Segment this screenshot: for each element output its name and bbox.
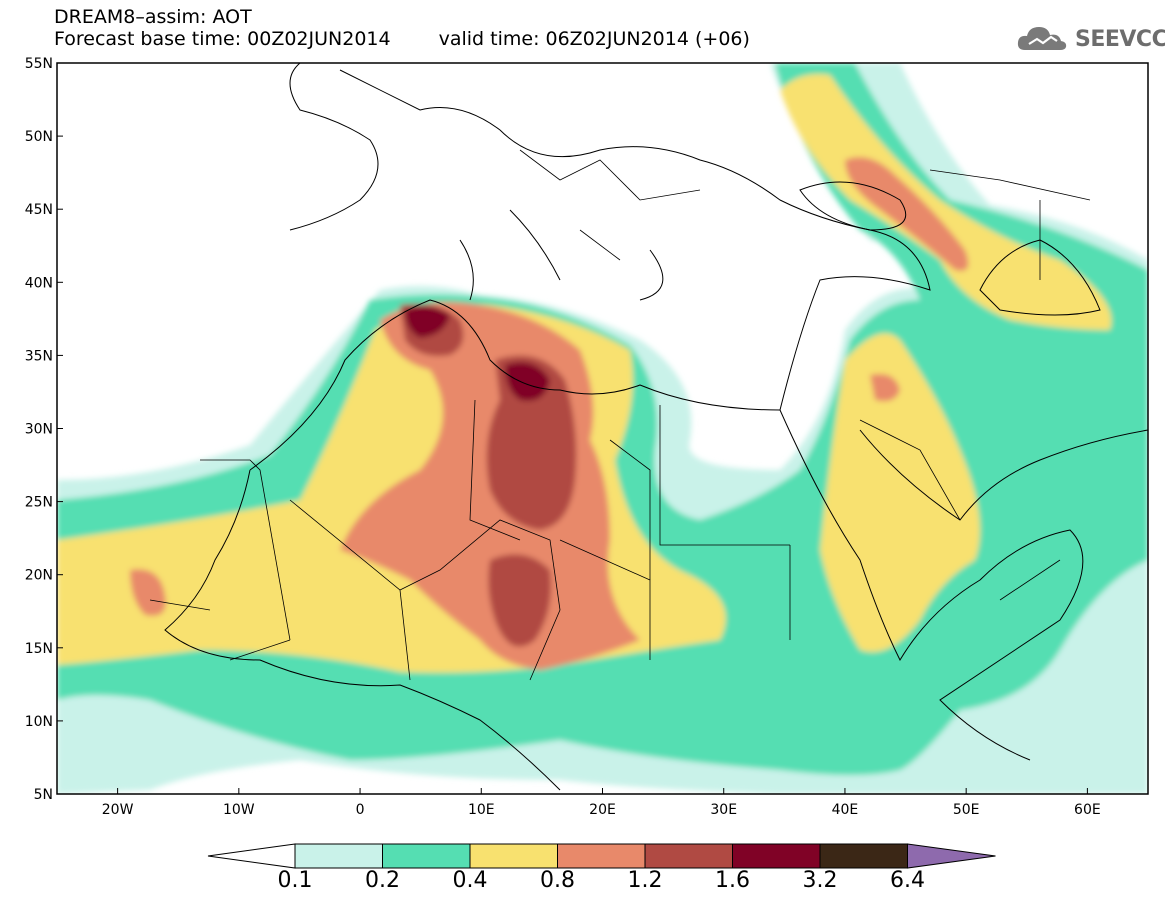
lon-tick-label: 60E	[1074, 802, 1101, 818]
colorbar-segment-low	[207, 843, 296, 869]
colorbar-label: 1.6	[715, 868, 750, 893]
colorbar-label: 1.2	[627, 868, 663, 893]
colorbar-segment	[732, 843, 821, 869]
lon-tick-label: 0	[356, 802, 365, 818]
lat-tick-label: 45N	[25, 202, 53, 218]
colorbar	[207, 843, 996, 869]
lon-tick-label: 10E	[468, 802, 495, 818]
colorbar-label: 3.2	[802, 868, 838, 893]
lon-tick-label: 20W	[102, 802, 134, 818]
lat-tick-label: 50N	[25, 129, 53, 145]
valid-time: valid time: 06Z02JUN2014 (+06)	[438, 28, 750, 50]
colorbar-segment	[557, 843, 646, 869]
colorbar-label: 0.2	[365, 868, 400, 893]
lat-tick-label: 55N	[25, 56, 53, 72]
lat-tick-label: 40N	[25, 275, 53, 291]
colorbar-segment	[644, 843, 733, 869]
map-title: DREAM8–assim: AOT	[54, 6, 252, 28]
colorbar-segment-high	[907, 843, 996, 869]
colorbar-segment	[294, 843, 383, 869]
colorbar-label: 0.1	[277, 868, 313, 893]
lon-tick-label: 20E	[589, 802, 616, 818]
colorbar-segment	[469, 843, 558, 869]
lon-tick-label: 30E	[710, 802, 737, 818]
aot-field	[57, 63, 1148, 794]
country-borders	[149, 149, 1091, 681]
lat-tick-label: 20N	[25, 568, 53, 584]
lon-tick-label: 50E	[953, 802, 980, 818]
base-time: Forecast base time: 00Z02JUN2014	[54, 28, 391, 50]
colorbar-label: 0.4	[452, 868, 488, 893]
forecast-times: Forecast base time: 00Z02JUN2014 valid ti…	[54, 28, 750, 50]
lat-tick-label: 30N	[25, 422, 53, 438]
logo-text: SEEVCCC	[1075, 27, 1165, 52]
colorbar-segment	[382, 843, 471, 869]
latitude-axis: 55N 50N 45N 40N 35N 30N 25N 20N 15N 10N 5N	[25, 56, 63, 803]
longitude-axis: 20W 10W 0 10E 20E 30E 40E 50E 60E	[102, 788, 1101, 818]
lat-tick-label: 5N	[34, 787, 53, 803]
colorbar-segment	[819, 843, 908, 869]
colorbar-label: 0.8	[540, 868, 575, 893]
colorbar-label: 6.4	[890, 868, 925, 893]
lat-tick-label: 15N	[25, 641, 53, 657]
coastlines	[164, 63, 1148, 791]
lat-tick-label: 25N	[25, 495, 53, 511]
lat-tick-label: 10N	[25, 714, 53, 730]
lon-tick-label: 40E	[832, 802, 859, 818]
lon-tick-label: 10W	[223, 802, 255, 818]
seevccc-logo: SEEVCCC	[1015, 22, 1165, 56]
cloud-icon	[1017, 27, 1067, 50]
lat-tick-label: 35N	[25, 348, 53, 364]
